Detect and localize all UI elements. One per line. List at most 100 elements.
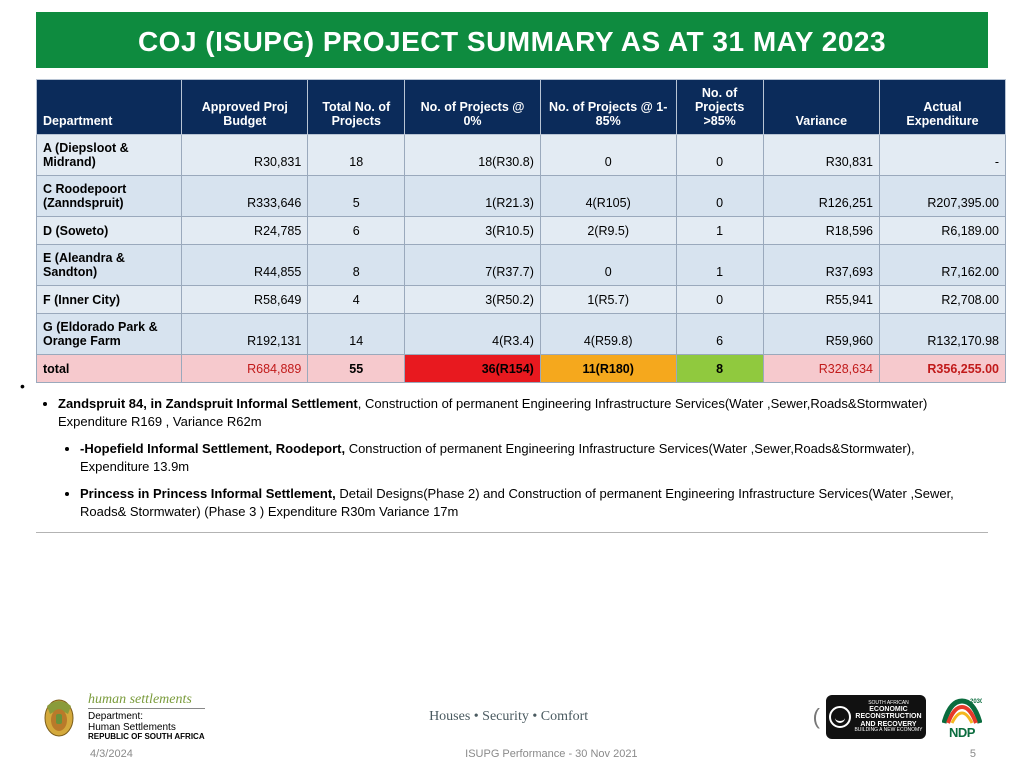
table-cell: R24,785 xyxy=(182,217,308,245)
bracket-icon: ( xyxy=(813,704,820,730)
footer-tagline: Houses • Security • Comfort xyxy=(205,709,813,725)
table-cell: R6,189.00 xyxy=(879,217,1005,245)
coat-of-arms-icon xyxy=(36,694,82,740)
table-cell: 4(R59.8) xyxy=(540,314,676,355)
table-cell: R132,170.98 xyxy=(879,314,1005,355)
economic-recovery-logo: SOUTH AFRICANECONOMICRECONSTRUCTIONAND R… xyxy=(826,695,926,739)
table-cell: R30,831 xyxy=(182,135,308,176)
ndp-label: NDP xyxy=(949,725,975,740)
table-cell: 1(R21.3) xyxy=(405,176,541,217)
page-title: COJ (ISUPG) PROJECT SUMMARY AS AT 31 MAY… xyxy=(44,26,980,58)
table-cell: 0 xyxy=(540,135,676,176)
table-cell: G (Eldorado Park & Orange Farm xyxy=(37,314,182,355)
table-cell: 5 xyxy=(308,176,405,217)
table-cell: R37,693 xyxy=(763,245,879,286)
table-cell: 4(R105) xyxy=(540,176,676,217)
table-cell: C Roodepoort (Zanndspruit) xyxy=(37,176,182,217)
bullet-dot: • xyxy=(20,377,25,396)
table-cell: R55,941 xyxy=(763,286,879,314)
summary-table-container: DepartmentApproved Proj BudgetTotal No. … xyxy=(36,79,1006,383)
table-cell: R328,634 xyxy=(763,355,879,383)
table-cell: 18 xyxy=(308,135,405,176)
table-total-row: totalR684,8895536(R154)11(R180)8R328,634… xyxy=(37,355,1006,383)
table-row: D (Soweto)R24,78563(R10.5)2(R9.5)1R18,59… xyxy=(37,217,1006,245)
table-cell: - xyxy=(879,135,1005,176)
table-cell: R207,395.00 xyxy=(879,176,1005,217)
table-header: No. of Projects >85% xyxy=(676,80,763,135)
footer: human settlements Department: Human Sett… xyxy=(0,688,1024,780)
table-cell: R44,855 xyxy=(182,245,308,286)
table-header: Approved Proj Budget xyxy=(182,80,308,135)
table-cell: 0 xyxy=(540,245,676,286)
footer-date: 4/3/2024 xyxy=(90,748,133,760)
table-cell: R30,831 xyxy=(763,135,879,176)
table-cell: 2(R9.5) xyxy=(540,217,676,245)
notes-section: • Zandspruit 84, in Zandspruit Informal … xyxy=(40,395,984,520)
table-cell: A (Diepsloot & Midrand) xyxy=(37,135,182,176)
table-header: Actual Expenditure xyxy=(879,80,1005,135)
table-cell: 1 xyxy=(676,245,763,286)
table-cell: F (Inner City) xyxy=(37,286,182,314)
table-cell: R333,646 xyxy=(182,176,308,217)
note-bullet: Zandspruit 84, in Zandspruit Informal Se… xyxy=(58,395,984,430)
table-cell: R2,708.00 xyxy=(879,286,1005,314)
page-number: 5 xyxy=(970,748,976,760)
table-row: G (Eldorado Park & Orange FarmR192,13114… xyxy=(37,314,1006,355)
table-row: E (Aleandra & Sandton)R44,85587(R37.7)01… xyxy=(37,245,1006,286)
table-cell: R126,251 xyxy=(763,176,879,217)
table-cell: R356,255.00 xyxy=(879,355,1005,383)
table-cell: 8 xyxy=(308,245,405,286)
table-cell: 1(R5.7) xyxy=(540,286,676,314)
table-header: Total No. of Projects xyxy=(308,80,405,135)
table-cell: 0 xyxy=(676,286,763,314)
table-cell: R18,596 xyxy=(763,217,879,245)
table-cell: 0 xyxy=(676,176,763,217)
table-cell: 6 xyxy=(676,314,763,355)
department-logo-text: human settlements Department: Human Sett… xyxy=(88,692,205,742)
table-cell: 3(R50.2) xyxy=(405,286,541,314)
table-row: C Roodepoort (Zanndspruit)R333,64651(R21… xyxy=(37,176,1006,217)
table-cell: R7,162.00 xyxy=(879,245,1005,286)
table-header: Department xyxy=(37,80,182,135)
note-bullet: -Hopefield Informal Settlement, Roodepor… xyxy=(80,440,984,475)
table-cell: 11(R180) xyxy=(540,355,676,383)
table-cell: 55 xyxy=(308,355,405,383)
svg-text:2030: 2030 xyxy=(970,699,982,705)
table-cell: R59,960 xyxy=(763,314,879,355)
table-cell: D (Soweto) xyxy=(37,217,182,245)
table-cell: 4 xyxy=(308,286,405,314)
table-cell: total xyxy=(37,355,182,383)
footer-center-meta: ISUPG Performance - 30 Nov 2021 xyxy=(465,748,637,760)
table-cell: 8 xyxy=(676,355,763,383)
table-cell: 36(R154) xyxy=(405,355,541,383)
table-cell: 7(R37.7) xyxy=(405,245,541,286)
hs-line: REPUBLIC OF SOUTH AFRICA xyxy=(88,733,205,742)
note-bold: Zandspruit 84, in Zandspruit Informal Se… xyxy=(58,396,358,411)
hs-title: human settlements xyxy=(88,692,205,709)
table-header: No. of Projects @ 0% xyxy=(405,80,541,135)
people-icon xyxy=(829,706,851,728)
ndp-logo: 2030 NDP xyxy=(936,694,988,740)
hs-line: Department: xyxy=(88,711,205,722)
table-header: Variance xyxy=(763,80,879,135)
footer-separator xyxy=(36,532,988,533)
table-cell: 0 xyxy=(676,135,763,176)
table-cell: R192,131 xyxy=(182,314,308,355)
summary-table: DepartmentApproved Proj BudgetTotal No. … xyxy=(36,79,1006,383)
title-bar: COJ (ISUPG) PROJECT SUMMARY AS AT 31 MAY… xyxy=(36,12,988,71)
table-row: F (Inner City)R58,64943(R50.2)1(R5.7)0R5… xyxy=(37,286,1006,314)
note-bold: -Hopefield Informal Settlement, Roodepor… xyxy=(80,441,345,456)
table-cell: R684,889 xyxy=(182,355,308,383)
table-row: A (Diepsloot & Midrand)R30,8311818(R30.8… xyxy=(37,135,1006,176)
note-bullet: Princess in Princess Informal Settlement… xyxy=(80,485,984,520)
table-cell: 3(R10.5) xyxy=(405,217,541,245)
table-cell: 1 xyxy=(676,217,763,245)
table-cell: E (Aleandra & Sandton) xyxy=(37,245,182,286)
table-header: No. of Projects @ 1-85% xyxy=(540,80,676,135)
table-header-row: DepartmentApproved Proj BudgetTotal No. … xyxy=(37,80,1006,135)
table-cell: 4(R3.4) xyxy=(405,314,541,355)
table-cell: 18(R30.8) xyxy=(405,135,541,176)
table-cell: R58,649 xyxy=(182,286,308,314)
note-bold: Princess in Princess Informal Settlement… xyxy=(80,486,336,501)
table-cell: 14 xyxy=(308,314,405,355)
